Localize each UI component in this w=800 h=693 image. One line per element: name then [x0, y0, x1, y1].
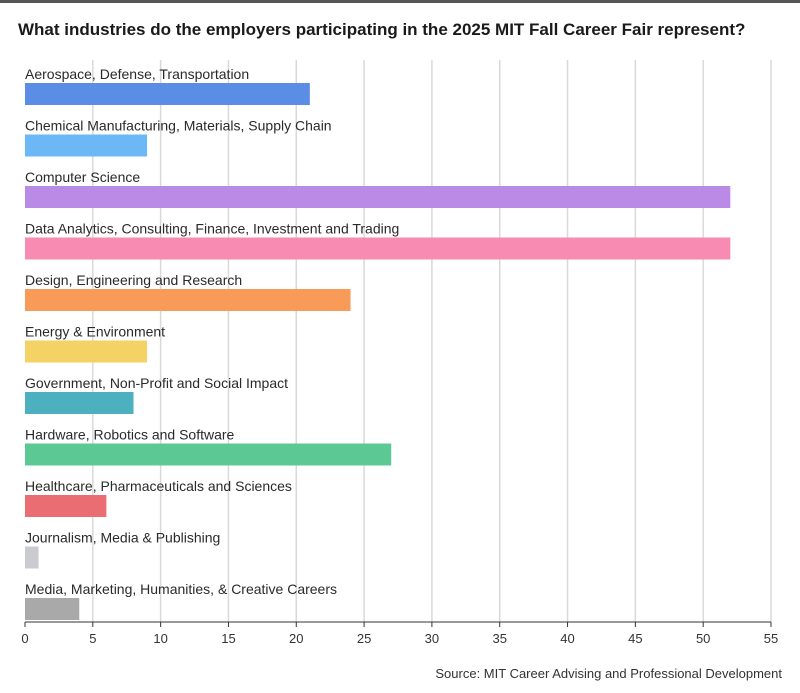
- category-label: Aerospace, Defense, Transportation: [25, 66, 249, 82]
- bar: [25, 237, 731, 260]
- bar: [25, 392, 134, 414]
- category-label: Computer Science: [25, 169, 140, 185]
- bar: [25, 495, 107, 517]
- category-label: Chemical Manufacturing, Materials, Suppl…: [25, 118, 332, 134]
- category-label: Media, Marketing, Humanities, & Creative…: [25, 581, 337, 597]
- x-tick-label: 50: [696, 631, 710, 646]
- bar: [25, 546, 39, 569]
- bar: [25, 289, 351, 311]
- category-label: Energy & Environment: [25, 324, 165, 340]
- category-label: Journalism, Media & Publishing: [25, 530, 220, 546]
- x-tick-label: 0: [21, 631, 28, 646]
- source-note: Source: MIT Career Advising and Professi…: [435, 666, 782, 681]
- chart-title: What industries do the employers partici…: [18, 20, 746, 39]
- top-rule: [0, 0, 800, 3]
- x-tick-label: 10: [153, 631, 167, 646]
- x-tick-label: 15: [221, 631, 235, 646]
- x-tick-label: 35: [492, 631, 506, 646]
- bar: [25, 134, 148, 157]
- x-tick-label: 55: [764, 631, 778, 646]
- bar: [25, 598, 80, 620]
- x-tick-label: 45: [628, 631, 642, 646]
- category-label: Healthcare, Pharmaceuticals and Sciences: [25, 478, 292, 494]
- x-tick-label: 30: [425, 631, 439, 646]
- bar: [25, 340, 148, 363]
- category-label: Design, Engineering and Research: [25, 272, 242, 288]
- x-tick-label: 40: [560, 631, 574, 646]
- x-tick-label: 25: [357, 631, 371, 646]
- category-label: Government, Non-Profit and Social Impact: [25, 375, 288, 391]
- category-label: Hardware, Robotics and Software: [25, 427, 235, 443]
- bar: [25, 443, 392, 466]
- category-label: Data Analytics, Consulting, Finance, Inv…: [25, 221, 399, 237]
- bar: [25, 186, 731, 208]
- x-tick-label: 5: [89, 631, 96, 646]
- bar: [25, 83, 310, 105]
- x-tick-label: 20: [289, 631, 303, 646]
